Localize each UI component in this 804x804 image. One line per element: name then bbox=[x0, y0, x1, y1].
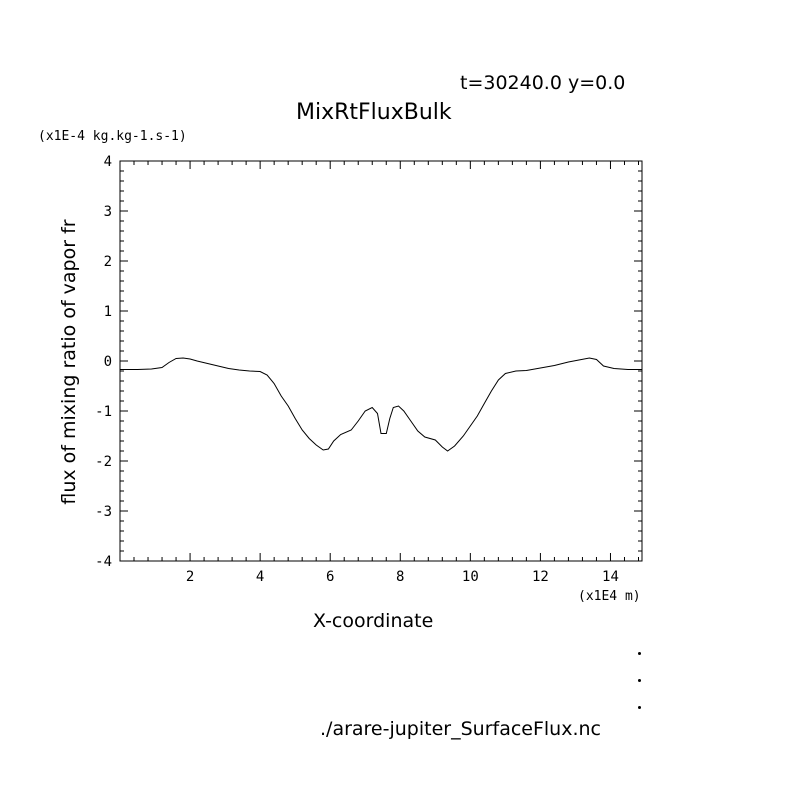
marker-dot bbox=[638, 706, 641, 709]
y-tick-label: 2 bbox=[104, 254, 112, 270]
series-line bbox=[120, 357, 642, 452]
y-tick-label: -1 bbox=[95, 404, 112, 420]
y-tick-label: 0 bbox=[104, 354, 112, 370]
source-filename: ./arare-jupiter_SurfaceFlux.nc bbox=[320, 718, 601, 740]
x-axis-label: X-coordinate bbox=[313, 610, 434, 632]
y-unit-label: (x1E-4 kg.kg-1.s-1) bbox=[38, 129, 187, 144]
y-tick-label: -4 bbox=[95, 554, 112, 570]
x-tick-label: 6 bbox=[326, 569, 334, 585]
y-tick-label: 3 bbox=[104, 204, 112, 220]
marker-dot bbox=[638, 679, 641, 682]
x-axis-ticks bbox=[133, 161, 639, 561]
x-tick-label: 2 bbox=[186, 569, 194, 585]
y-tick-label: -3 bbox=[95, 504, 112, 520]
y-tick-labels: -4 -3 -2 -1 0 1 2 3 4 bbox=[95, 154, 112, 570]
y-tick-label: 4 bbox=[104, 154, 112, 170]
x-tick-label: 4 bbox=[256, 569, 264, 585]
x-tick-labels: 2 4 6 8 10 12 14 bbox=[186, 569, 619, 585]
y-axis-label: flux of mixing ratio of vapor fr bbox=[58, 219, 80, 505]
time-label: t=30240.0 y=0.0 bbox=[460, 72, 626, 94]
y-axis-ticks bbox=[120, 170, 642, 552]
chart-title: MixRtFluxBulk bbox=[296, 100, 452, 125]
y-tick-label: 1 bbox=[104, 304, 112, 320]
marker-dot bbox=[638, 652, 641, 655]
x-tick-label: 14 bbox=[602, 569, 619, 585]
y-tick-label: -2 bbox=[95, 454, 112, 470]
x-unit-label: (x1E4 m) bbox=[578, 589, 641, 604]
x-tick-label: 10 bbox=[462, 569, 479, 585]
x-tick-label: 12 bbox=[532, 569, 549, 585]
x-tick-label: 8 bbox=[396, 569, 404, 585]
